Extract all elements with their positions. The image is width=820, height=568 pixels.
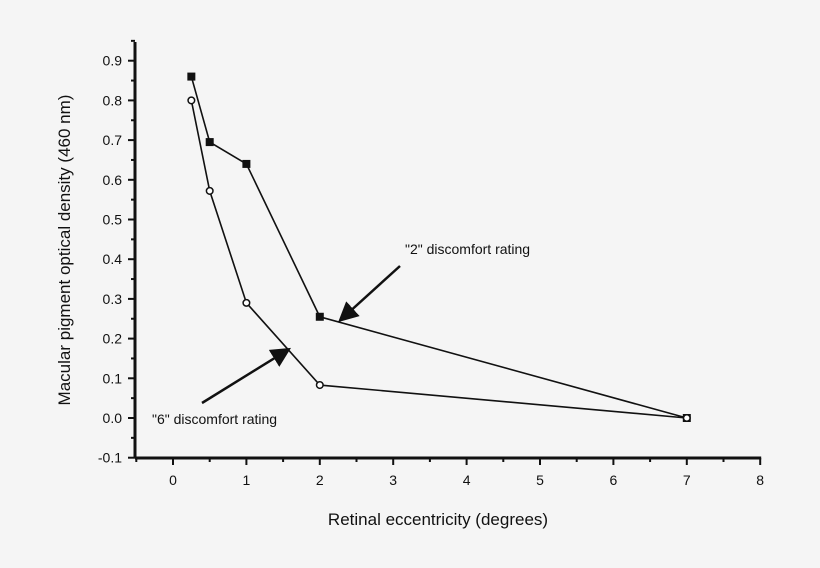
x-tick-label: 1 xyxy=(243,472,251,488)
annotation-2-label: "2" discomfort rating xyxy=(405,241,530,257)
data-point-square xyxy=(242,159,251,168)
y-tick-label: -0.1 xyxy=(98,450,122,466)
y-tick-label: 0.5 xyxy=(103,212,123,228)
y-tick-label: 0.8 xyxy=(103,92,123,108)
x-tick-label: 5 xyxy=(536,472,544,488)
data-point-circle xyxy=(187,96,196,105)
annotation-6-arrow xyxy=(201,347,292,405)
x-tick-label: 7 xyxy=(683,472,691,488)
y-tick-label: 0.0 xyxy=(103,410,123,426)
x-tick-label: 6 xyxy=(610,472,618,488)
y-tick-label: 0.2 xyxy=(103,331,123,347)
data-point-circle xyxy=(205,186,214,195)
x-tick-label: 0 xyxy=(169,472,177,488)
x-tick-label: 4 xyxy=(463,472,471,488)
y-axis-label: Macular pigment optical density (460 nm) xyxy=(55,95,74,406)
data-point-circle xyxy=(242,298,251,307)
y-tick-label: 0.6 xyxy=(103,172,123,188)
y-tick-label: 0.4 xyxy=(103,251,123,267)
x-tick-label: 3 xyxy=(389,472,397,488)
data-point-square xyxy=(315,312,324,321)
data-point-circle xyxy=(315,380,324,390)
data-point-square xyxy=(187,72,196,81)
y-tick-label: 0.9 xyxy=(103,53,123,69)
x-tick-label: 2 xyxy=(316,472,324,488)
data-point-circle xyxy=(682,413,691,423)
data-point-square xyxy=(205,138,214,147)
series-1-line xyxy=(190,100,687,419)
y-tick-label: 0.1 xyxy=(103,370,123,386)
y-tick-label: 0.7 xyxy=(103,132,123,148)
annotation-2-arrow xyxy=(338,265,401,323)
x-axis-label: Retinal eccentricity (degrees) xyxy=(328,510,548,529)
y-tick-label: 0.3 xyxy=(103,291,123,307)
x-tick-label: 8 xyxy=(756,472,764,488)
annotation-6-label: "6" discomfort rating xyxy=(152,411,277,427)
